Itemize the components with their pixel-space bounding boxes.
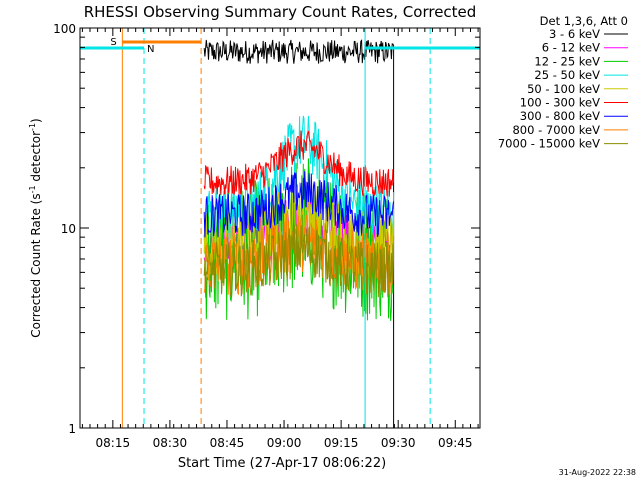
- axis-layer: 08:15 08:30 08:45 09:00 09:15 09:30 09:45 1 10 10…: [53, 22, 480, 450]
- y-tick-label: 10: [61, 222, 76, 236]
- legend-title: Det 1,3,6, Att 0: [540, 14, 628, 28]
- legend-entry-label: 3 - 6 keV: [549, 27, 600, 41]
- x-tick-label: 08:30: [153, 436, 188, 450]
- legend-entry-label: 6 - 12 keV: [542, 41, 600, 55]
- legend-entry-label: 12 - 25 keV: [534, 54, 600, 68]
- y-axis-label-part-2: detector: [29, 131, 43, 186]
- flag-layer: SN: [80, 37, 480, 55]
- marker-layer: [121, 28, 431, 428]
- y-axis-label: Corrected Count Rate (s-1 detector-1): [28, 118, 43, 337]
- y-axis-label-part-3: ): [29, 118, 43, 123]
- y-tick-label: 1: [68, 422, 76, 436]
- x-tick-label: 09:00: [267, 436, 302, 450]
- x-tick-label: 09:45: [438, 436, 473, 450]
- y-tick-label: 100: [53, 22, 76, 36]
- x-axis-label: Start Time (27-Apr-17 08:06:22): [178, 456, 386, 471]
- series-line: [203, 39, 395, 428]
- legend-entry-label: 7000 - 15000 keV: [498, 137, 600, 151]
- series-line: [203, 224, 395, 298]
- x-tick-label: 09:15: [324, 436, 359, 450]
- legend-entry-label: 300 - 800 keV: [520, 109, 600, 123]
- legend-entry-label: 50 - 100 keV: [527, 82, 600, 96]
- chart-title: RHESSI Observing Summary Count Rates, Co…: [84, 3, 477, 21]
- x-tick-label: 09:30: [381, 436, 416, 450]
- series-line: [203, 171, 395, 238]
- legend-entry-label: 100 - 300 keV: [520, 96, 600, 110]
- legend-entry-label: 800 - 7000 keV: [512, 123, 600, 137]
- y-axis-label-sup-1: -1: [28, 185, 37, 193]
- series-line: [203, 115, 395, 243]
- y-axis-label-sup-2: -1: [28, 123, 37, 131]
- saa-flag-label: S: [110, 37, 116, 48]
- timestamp: 31-Aug-2022 22:38: [559, 468, 636, 477]
- x-tick-label: 08:15: [96, 436, 131, 450]
- series-line: [203, 210, 395, 296]
- night-flag-label: N: [147, 44, 154, 55]
- x-tick-label: 08:45: [210, 436, 245, 450]
- series-line: [203, 130, 395, 197]
- y-axis-label-part-1: Corrected Count Rate (s: [29, 193, 43, 337]
- series-layer: [203, 39, 395, 428]
- legend-entry-label: 25 - 50 keV: [534, 68, 600, 82]
